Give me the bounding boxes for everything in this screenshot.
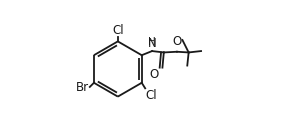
Text: O: O bbox=[172, 35, 181, 48]
Text: Br: Br bbox=[76, 81, 89, 94]
Text: Cl: Cl bbox=[146, 89, 158, 102]
Text: N: N bbox=[148, 37, 156, 50]
Text: H: H bbox=[148, 37, 156, 47]
Text: Cl: Cl bbox=[112, 24, 124, 37]
Text: O: O bbox=[150, 68, 159, 81]
